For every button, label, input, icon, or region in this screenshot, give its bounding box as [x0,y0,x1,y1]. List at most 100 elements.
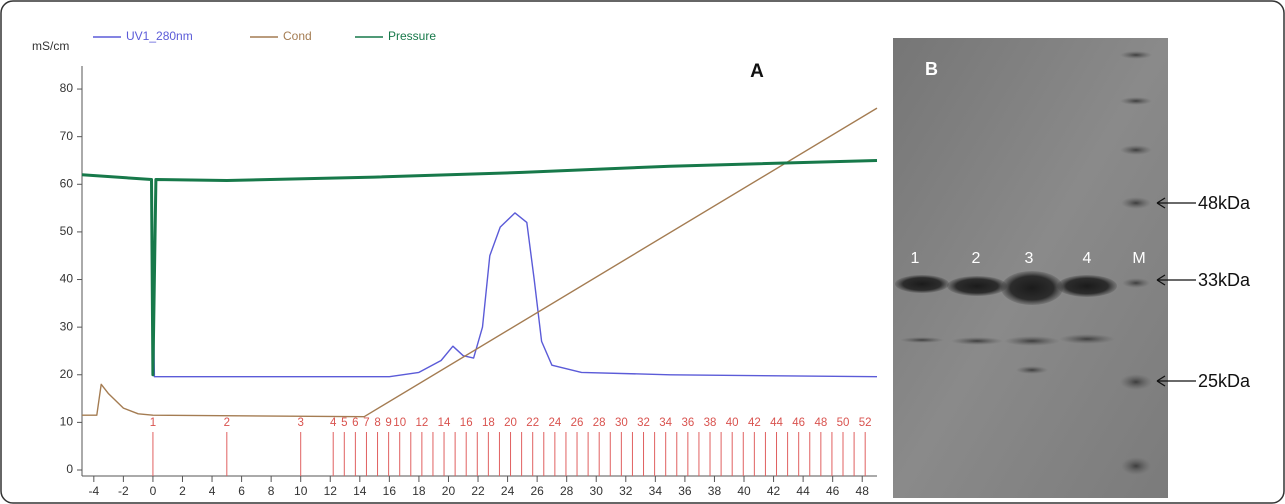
band [947,276,1007,296]
x-tick-label: 22 [471,484,485,498]
series-line [82,107,878,418]
fraction-label: 9 [385,417,391,429]
x-tick-label: -2 [118,484,129,498]
fraction-label: 14 [438,417,451,429]
marker-band [1122,278,1150,288]
x-tick-label: 4 [209,484,216,498]
band [900,337,944,343]
x-tick-label: 26 [530,484,544,498]
fraction-label: 3 [297,417,303,429]
fraction-label: 36 [681,417,694,429]
arrow [1156,375,1196,387]
legend-label: UV1_280nm [126,29,193,43]
fraction-label: 12 [415,417,428,429]
marker-label: 48kDa [1198,193,1251,213]
band [1057,275,1117,297]
marker-label: 33kDa [1198,270,1251,290]
x-tick-label: 18 [412,484,426,498]
marker-band [1120,145,1152,155]
x-tick-label: 10 [294,484,308,498]
panel-title: B [925,59,938,79]
fraction-label: 42 [748,417,761,429]
arrow [1156,197,1196,209]
fraction-label: 4 [330,417,337,429]
marker-band [1120,374,1152,390]
y-tick-label: 30 [60,319,74,333]
band [951,337,1003,345]
band [1059,334,1115,344]
fraction-label: 40 [726,417,739,429]
x-tick-label: 8 [268,484,275,498]
marker-label: 25kDa [1198,371,1251,391]
x-tick-label: 38 [708,484,722,498]
fraction-label: 22 [526,417,539,429]
fraction-label: 28 [593,417,606,429]
fraction-label: 34 [659,417,672,429]
x-tick-label: 30 [590,484,604,498]
fraction-label: 30 [615,417,628,429]
lane-label: 4 [1083,250,1092,267]
legend-label: Cond [283,29,312,43]
series-line [152,212,878,378]
panel-title: A [750,61,764,82]
x-tick-label: 44 [796,484,810,498]
y-tick-label: 10 [60,415,74,429]
x-tick-label: 46 [826,484,840,498]
marker-band [1121,197,1151,209]
fraction-label: 5 [341,417,347,429]
fraction-label: 8 [374,417,380,429]
band [895,275,949,293]
fraction-label: 44 [770,417,783,429]
y-tick-label: 50 [60,224,74,238]
marker-band [1120,97,1152,105]
x-tick-label: 42 [767,484,781,498]
y-axis-label: mS/cm [32,39,69,53]
x-tick-label: 28 [560,484,574,498]
fraction-label: 16 [460,417,473,429]
y-tick-label: 80 [60,81,74,95]
band [1016,366,1048,374]
x-tick-label: -4 [88,484,99,498]
fraction-label: 24 [548,417,561,429]
x-tick-label: 40 [737,484,751,498]
fraction-label: 18 [482,417,495,429]
fraction-label: 10 [393,417,406,429]
x-tick-label: 24 [501,484,515,498]
legend-label: Pressure [388,29,436,43]
lane-label: 1 [911,250,920,267]
lane-label: M [1132,250,1145,267]
lane-label: 3 [1025,250,1034,267]
x-tick-label: 12 [324,484,338,498]
gel: B 1 2 3 4 M [893,38,1168,498]
series-line [81,159,878,377]
y-tick-label: 40 [60,272,74,286]
fraction-label: 26 [571,417,584,429]
y-tick-label: 70 [60,129,74,143]
y-tick-label: 0 [66,462,73,476]
x-tick-label: 48 [856,484,870,498]
fraction-label: 32 [637,417,650,429]
marker-band [1121,457,1151,475]
arrows [1156,197,1196,387]
x-tick-label: 2 [179,484,186,498]
fraction-label: 2 [224,417,230,429]
fraction-label: 52 [859,417,872,429]
fraction-label: 6 [352,417,358,429]
x-tick-label: 34 [649,484,663,498]
fraction-label: 1 [150,417,156,429]
x-tick-label: 14 [353,484,367,498]
fraction-label: 20 [504,417,517,429]
fraction-label: 48 [814,417,827,429]
x-tick-label: 36 [678,484,692,498]
band [1004,336,1060,346]
fraction-label: 50 [837,417,850,429]
x-tick-label: 16 [383,484,397,498]
lane-label: 2 [972,250,981,267]
band [1001,271,1063,305]
fraction-label: 46 [792,417,805,429]
fraction-label: 7 [363,417,369,429]
x-tick-label: 20 [442,484,456,498]
fraction-label: 38 [704,417,717,429]
